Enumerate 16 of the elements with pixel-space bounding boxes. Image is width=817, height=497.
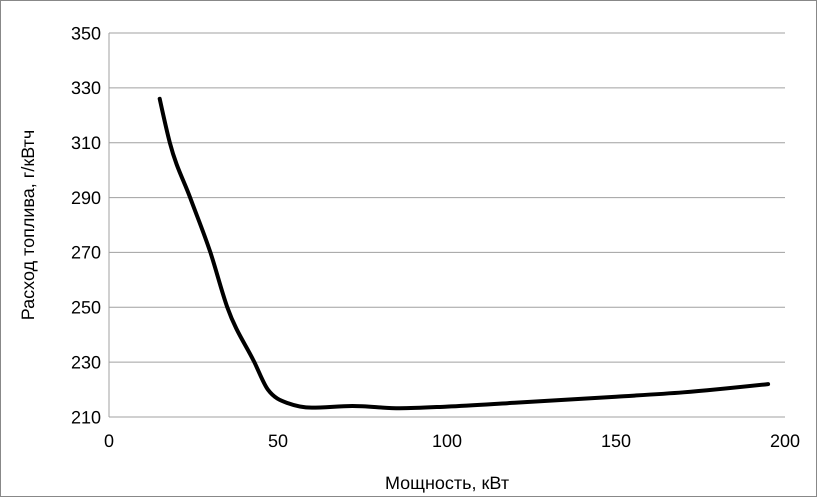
y-tick-label: 210 <box>70 407 101 428</box>
y-tick-label: 250 <box>70 298 101 318</box>
y-tick-label: 330 <box>70 78 101 98</box>
y-tick-label: 290 <box>70 188 101 208</box>
line-series <box>158 96 770 410</box>
y-tick-label: 310 <box>70 133 101 154</box>
y-tick-label: 270 <box>70 242 101 263</box>
x-axis-title: Мощность, кВт <box>384 473 510 493</box>
y-tick-label: 350 <box>70 23 101 44</box>
x-tick-label: 150 <box>600 431 632 451</box>
x-tick-label: 50 <box>268 431 288 451</box>
y-tick-label: 230 <box>70 352 101 372</box>
y-axis-title: Расход топлива, г/кВтч <box>18 130 38 320</box>
x-tick-label: 0 <box>104 431 114 451</box>
x-tick-label: 200 <box>770 431 800 451</box>
x-tick-label: 100 <box>432 431 462 451</box>
